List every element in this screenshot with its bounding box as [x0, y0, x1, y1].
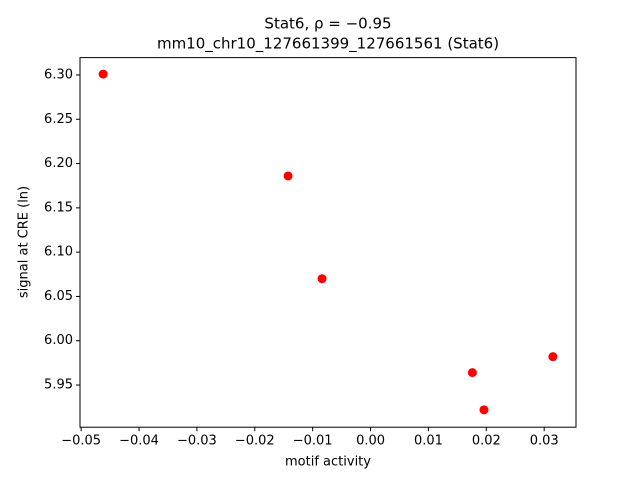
- chart-subtitle: mm10_chr10_127661399_127661561 (Stat6): [157, 35, 499, 54]
- y-tick-label: 6.20: [44, 156, 73, 171]
- point: [317, 274, 327, 284]
- y-axis-label: signal at CRE (ln): [17, 186, 32, 298]
- y-tick-label: 6.25: [44, 112, 73, 127]
- y-tick-label: 5.95: [44, 378, 73, 393]
- point: [283, 171, 293, 181]
- x-tick-label: −0.02: [235, 434, 275, 449]
- x-axis-label: motif activity: [285, 455, 371, 470]
- point: [467, 368, 477, 378]
- y-tick-label: 6.15: [44, 200, 73, 215]
- point: [548, 352, 558, 362]
- x-tick-label: 0.00: [356, 434, 385, 449]
- point: [479, 405, 489, 415]
- y-tick-label: 6.05: [44, 289, 73, 304]
- point: [98, 69, 108, 79]
- plot-frame: [79, 57, 577, 428]
- y-tick-label: 6.00: [44, 333, 73, 348]
- x-tick-label: −0.04: [119, 434, 159, 449]
- x-tick-label: 0.02: [472, 434, 501, 449]
- chart-title: Stat6, ρ = −0.95: [264, 15, 391, 33]
- x-tick-label: −0.01: [293, 434, 333, 449]
- y-tick-label: 6.10: [44, 245, 73, 260]
- x-tick-label: −0.05: [61, 434, 101, 449]
- x-tick-label: 0.03: [530, 434, 559, 449]
- x-tick-label: 0.01: [414, 434, 443, 449]
- y-tick-label: 6.30: [44, 67, 73, 82]
- x-tick-label: −0.03: [177, 434, 217, 449]
